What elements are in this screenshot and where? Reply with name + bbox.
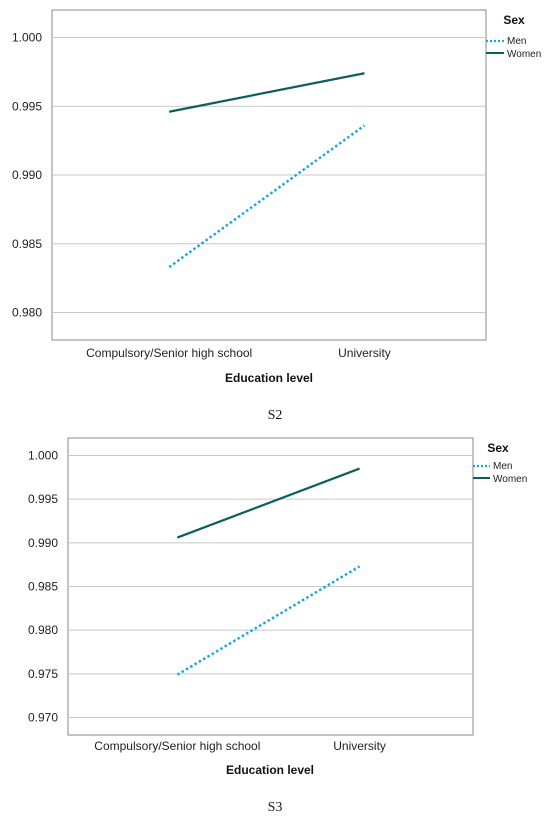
y-tick-label: 0.970 bbox=[28, 711, 58, 725]
legend-title: Sex bbox=[487, 441, 509, 455]
y-tick-label: 0.995 bbox=[12, 99, 42, 113]
gridlines bbox=[68, 454, 473, 719]
x-axis-title: Education level bbox=[226, 763, 314, 777]
figure-caption: S3 bbox=[268, 800, 283, 815]
series-line-women bbox=[176, 467, 360, 539]
y-tick-label: 0.980 bbox=[28, 623, 58, 637]
x-tick-label: University bbox=[338, 346, 391, 360]
x-tick-label: Compulsory/Senior high school bbox=[94, 739, 260, 753]
series-line-men bbox=[176, 565, 361, 676]
x-tick-labels: Compulsory/Senior high school University bbox=[86, 346, 391, 360]
x-axis-title: Education level bbox=[225, 371, 313, 385]
x-tick-label: University bbox=[333, 739, 386, 753]
figure-caption: S2 bbox=[268, 408, 283, 423]
chart-s3: 1.000 0.995 0.990 0.985 0.980 0.975 0.970 Comp… bbox=[28, 437, 527, 815]
y-tick-label: 0.995 bbox=[28, 492, 58, 506]
y-tick-label: 0.985 bbox=[12, 237, 42, 251]
series-lines bbox=[168, 72, 366, 269]
y-tick-label: 0.990 bbox=[28, 536, 58, 550]
legend: Sex Men Women bbox=[486, 13, 541, 60]
y-tick-label: 1.000 bbox=[12, 31, 42, 45]
gridlines bbox=[52, 37, 486, 313]
x-tick-label: Compulsory/Senior high school bbox=[86, 346, 252, 360]
y-tick-label: 0.980 bbox=[12, 306, 42, 320]
y-tick-label: 1.000 bbox=[28, 448, 58, 462]
y-tick-label: 0.990 bbox=[12, 168, 42, 182]
legend: Sex Men Women bbox=[473, 441, 527, 485]
series-line-men bbox=[168, 124, 366, 269]
series-line-women bbox=[168, 72, 365, 113]
legend-label-men: Men bbox=[493, 461, 512, 472]
legend-label-men: Men bbox=[507, 36, 526, 47]
legend-label-women: Women bbox=[493, 474, 527, 485]
series-lines bbox=[176, 467, 361, 676]
y-tick-label: 0.975 bbox=[28, 667, 58, 681]
y-tick-label: 0.985 bbox=[28, 580, 58, 594]
legend-title: Sex bbox=[503, 13, 525, 27]
x-tick-labels: Compulsory/Senior high school University bbox=[94, 739, 386, 753]
y-tick-labels: 1.000 0.995 0.990 0.985 0.980 bbox=[12, 31, 42, 320]
y-tick-labels: 1.000 0.995 0.990 0.985 0.980 0.975 0.970 bbox=[28, 448, 58, 724]
chart-s2: 1.000 0.995 0.990 0.985 0.980 Compulsory/Sen… bbox=[12, 9, 541, 423]
legend-label-women: Women bbox=[507, 49, 541, 60]
